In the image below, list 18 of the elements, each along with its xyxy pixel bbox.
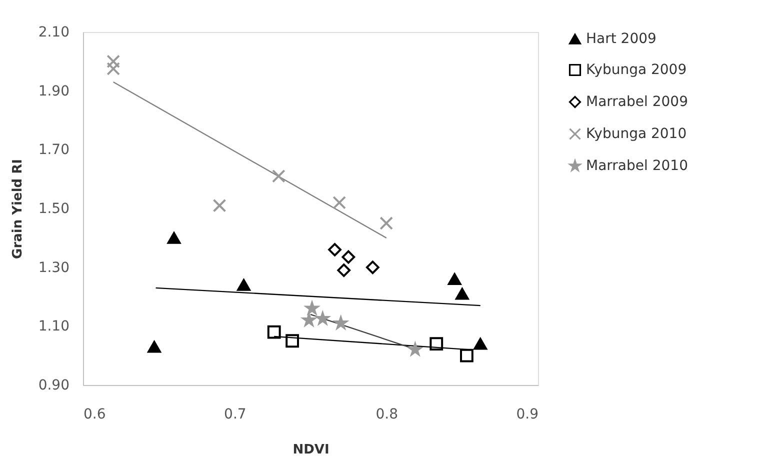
x-tick-label: 0.6	[84, 406, 106, 422]
x-tick-label: 0.8	[376, 406, 398, 422]
y-tick-label: 2.10	[38, 24, 70, 40]
y-tick-label: 1.30	[38, 260, 70, 276]
legend-label: Kybunga 2010	[586, 126, 687, 142]
y-tick-label: 1.70	[38, 142, 70, 158]
y-tick-label: 1.90	[38, 83, 70, 100]
y-tick-label: 1.50	[38, 201, 70, 217]
y-tick-label: 0.90	[38, 378, 70, 394]
x-axis-title: NDVI	[292, 442, 330, 458]
legend-label: Kybunga 2009	[586, 62, 687, 78]
legend-label: Hart 2009	[586, 31, 656, 47]
y-axis-title: Grain Yield RI	[10, 159, 26, 259]
x-tick-label: 0.7	[224, 406, 246, 422]
x-tick-label: 0.9	[516, 406, 538, 422]
legend-label: Marrabel 2009	[586, 94, 688, 110]
y-tick-label: 1.10	[38, 318, 70, 335]
legend-label: Marrabel 2010	[586, 158, 688, 174]
